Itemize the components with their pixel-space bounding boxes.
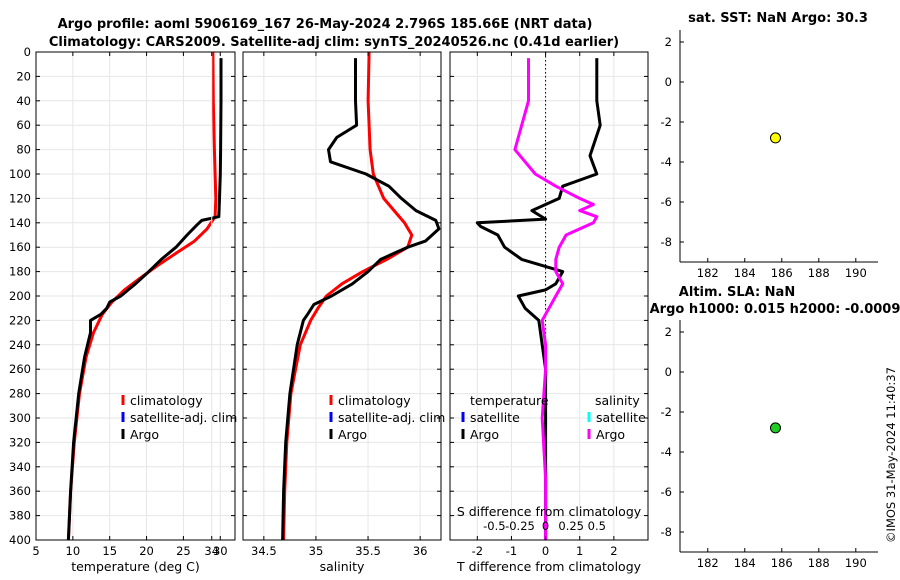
x-tick-label: 15: [102, 544, 117, 558]
x-tick-label: 190: [845, 556, 867, 570]
header-line2: Climatology: CARS2009. Satellite-adj cli…: [49, 35, 619, 50]
y-tick-label: -2: [661, 405, 672, 419]
legend-label: satellite-adj. clim: [130, 410, 237, 425]
y-tick-label: 240: [9, 338, 31, 352]
y-tick-label: 140: [9, 216, 31, 230]
y-tick-label: 40: [16, 94, 31, 108]
x-tick-label: 190: [845, 266, 867, 280]
y-tick-label: -8: [661, 235, 672, 249]
series-line-argo-s-difference: [513, 58, 599, 540]
series-line-argo: [66, 58, 223, 541]
y-tick-label: 340: [9, 460, 31, 474]
x-tick-label: 35.5: [355, 544, 381, 558]
x-tick-label: 182: [697, 266, 719, 280]
y-tick-label: 80: [16, 143, 31, 157]
y-tick-label: 260: [9, 362, 31, 376]
x-tick-label: 36: [413, 544, 428, 558]
x-tick-label: 25: [176, 544, 191, 558]
salinity-panel: 34 34.5 35 35.5 36 salinity climatology satelli…: [204, 51, 445, 574]
y-tick-label: 2: [665, 35, 672, 49]
y-tick-label: 120: [9, 191, 31, 205]
legend-label: satellite: [596, 410, 646, 425]
x-tick-label: 5: [32, 544, 39, 558]
legend-label: climatology: [130, 393, 203, 408]
y-tick-label: -6: [661, 485, 672, 499]
sal-diff-label: S difference from climatology: [457, 504, 642, 519]
sal-tick-label: 0.25: [558, 519, 584, 533]
legend-label: satellite: [470, 410, 520, 425]
y-tick-label: 100: [9, 167, 31, 181]
timestamp-stamp: ©IMOS 31-May-2024 11:40:37: [884, 367, 898, 543]
y-tick-label: 0: [665, 75, 672, 89]
x-tick-label: -1: [506, 544, 517, 558]
x-tick-label: 34.5: [251, 544, 277, 558]
sal-tick-label: -0.25: [505, 519, 535, 533]
x-tick-label: 184: [734, 266, 756, 280]
x-axis-label: temperature (deg C): [71, 559, 200, 574]
y-tick-label: -8: [661, 525, 672, 539]
x-tick-label: 186: [771, 556, 793, 570]
x-axis-label: salinity: [320, 559, 365, 574]
x-tick-label: 10: [66, 544, 81, 558]
sal-tick-label: -0.5: [483, 519, 505, 533]
y-tick-label: 60: [16, 118, 31, 132]
sla-title-2: Argo h1000: 0.015 h2000: -0.0009: [650, 302, 900, 317]
sal-tick-label: 0.5: [588, 519, 606, 533]
x-tick-label: 182: [697, 556, 719, 570]
x-tick-label: 35: [309, 544, 324, 558]
sst-map-panel: 182 184 186 188 190 2 0 -2 -4 -6 -8: [661, 30, 878, 280]
x-tick-label: 30: [213, 544, 228, 558]
y-tick-label: -6: [661, 195, 672, 209]
x-axis-label: T difference from climatology: [456, 559, 642, 574]
legend-title-salinity: salinity: [595, 393, 640, 408]
sla-map-panel: 182 184 186 188 190 2 0 -2 -4 -6 -8: [661, 320, 878, 570]
sst-title: sat. SST: NaN Argo: 30.3: [688, 11, 868, 26]
legend-label: climatology: [338, 393, 411, 408]
x-tick-label: 0: [542, 544, 549, 558]
series-line-argo: [281, 58, 441, 541]
legend-label: Argo: [130, 427, 159, 442]
x-tick-label: 186: [771, 266, 793, 280]
y-tick-label: 0: [665, 365, 672, 379]
y-tick-label: 160: [9, 240, 31, 254]
y-tick-label: -2: [661, 115, 672, 129]
x-tick-label: -2: [472, 544, 483, 558]
y-tick-label: -4: [661, 155, 672, 169]
y-tick-label: 360: [9, 484, 31, 498]
legend-title-temperature: temperature: [470, 393, 549, 408]
x-tick-label: 2: [610, 544, 617, 558]
y-tick-label: 180: [9, 265, 31, 279]
y-tick-label: 400: [9, 533, 31, 547]
y-tick-label: 300: [9, 411, 31, 425]
y-tick-label: 320: [9, 435, 31, 449]
header-line1: Argo profile: aoml 5906169_167 26-May-20…: [58, 17, 593, 32]
sla-title-1: Altim. SLA: NaN: [679, 285, 795, 300]
y-tick-label: 200: [9, 289, 31, 303]
x-tick-label: 1: [576, 544, 583, 558]
y-tick-label: 220: [9, 313, 31, 327]
y-tick-label: 380: [9, 509, 31, 523]
y-tick-label: 2: [665, 325, 672, 339]
x-tick-label: 188: [808, 266, 830, 280]
x-tick-label: 34: [204, 544, 219, 558]
y-tick-label: 20: [16, 69, 31, 83]
temperature-panel: 5 10 15 20 25 3002040608010012014016018020022…: [9, 45, 237, 574]
y-tick-label: -4: [661, 445, 672, 459]
x-tick-label: 20: [139, 544, 154, 558]
series-line-argo-t-difference: [475, 58, 602, 540]
legend-label: Argo: [470, 427, 499, 442]
y-tick-label: 0: [24, 45, 31, 59]
sal-tick-label: 0: [542, 519, 549, 533]
x-tick-label: 184: [734, 556, 756, 570]
difference-panel: -2 -1 0 1 2T difference from climatology -0.5…: [449, 51, 649, 574]
legend-label: Argo: [596, 427, 625, 442]
legend-label: Argo: [338, 427, 367, 442]
profile-location-point: [769, 422, 781, 434]
profile-location-point: [769, 132, 781, 144]
x-tick-label: 188: [808, 556, 830, 570]
legend-label: satellite-adj. clim: [338, 410, 445, 425]
y-tick-label: 280: [9, 387, 31, 401]
